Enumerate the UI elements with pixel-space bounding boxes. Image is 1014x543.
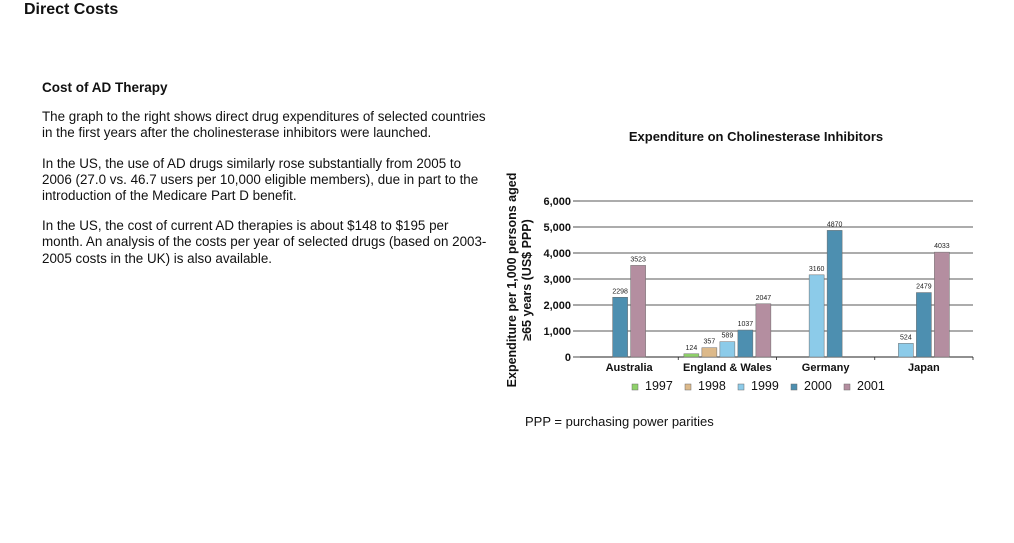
data-label: 589 — [722, 333, 734, 340]
paragraph-us-usage: In the US, the use of AD drugs similarly… — [42, 155, 479, 204]
legend-label: 1999 — [751, 379, 779, 393]
bar — [737, 329, 754, 358]
text-column: Cost of AD Therapy The graph to the righ… — [42, 80, 492, 281]
page-title: Direct Costs — [24, 1, 119, 18]
legend-swatch — [790, 383, 798, 391]
data-label: 124 — [686, 345, 698, 352]
legend-swatch — [737, 383, 745, 391]
chart-title: Expenditure on Cholinesterase Inhibitors — [629, 129, 883, 144]
bar — [934, 251, 950, 358]
legend-swatch — [631, 383, 639, 391]
legend-label: 1997 — [645, 379, 673, 393]
legend-swatch — [684, 383, 692, 391]
paragraph-intro: The graph to the right shows direct drug… — [42, 109, 486, 141]
y-axis-label: ≥65 years (US$ PPP) — [520, 219, 534, 341]
data-label: 357 — [704, 339, 716, 346]
legend-label: 2001 — [857, 379, 885, 393]
y-tick-label: 6,000 — [543, 196, 571, 208]
bar — [683, 353, 700, 358]
data-label: 4870 — [827, 221, 843, 228]
y-tick-label: 1,000 — [543, 326, 571, 338]
x-tick-label: Australia — [606, 362, 654, 374]
section-heading: Cost of AD Therapy — [42, 80, 168, 95]
data-label: 2298 — [612, 288, 628, 295]
data-label: 3523 — [630, 256, 646, 263]
bar — [826, 230, 843, 358]
bar — [630, 265, 646, 358]
footnote: PPP = purchasing power parities — [525, 414, 714, 429]
legend-swatch — [843, 383, 851, 391]
data-label: 4033 — [934, 243, 950, 250]
x-tick-label: Germany — [802, 362, 851, 374]
bar — [755, 303, 772, 358]
bar — [898, 343, 914, 358]
paragraph-us-cost: In the US, the cost of current AD therap… — [42, 218, 487, 266]
bar — [719, 341, 736, 358]
y-tick-label: 3,000 — [543, 274, 571, 286]
legend-label: 1998 — [698, 379, 726, 393]
legend-label: 2000 — [804, 379, 832, 393]
bar — [808, 274, 825, 358]
bar — [612, 297, 628, 358]
x-tick-label: England & Wales — [683, 362, 772, 374]
expenditure-chart: Expenditure on Cholinesterase Inhibitors… — [505, 129, 974, 393]
bar — [916, 292, 932, 358]
y-tick-label: 2,000 — [543, 300, 571, 312]
y-axis-label: Expenditure per 1,000 persons aged — [505, 173, 519, 388]
data-label: 1037 — [738, 321, 754, 328]
y-tick-label: 0 — [565, 352, 571, 364]
y-tick-label: 4,000 — [543, 248, 571, 260]
data-label: 2047 — [756, 295, 772, 302]
data-label: 524 — [900, 334, 912, 341]
x-tick-label: Japan — [908, 362, 940, 374]
data-label: 2479 — [916, 284, 932, 291]
data-label: 3160 — [809, 266, 825, 273]
y-tick-label: 5,000 — [543, 222, 571, 234]
bar — [701, 347, 718, 358]
